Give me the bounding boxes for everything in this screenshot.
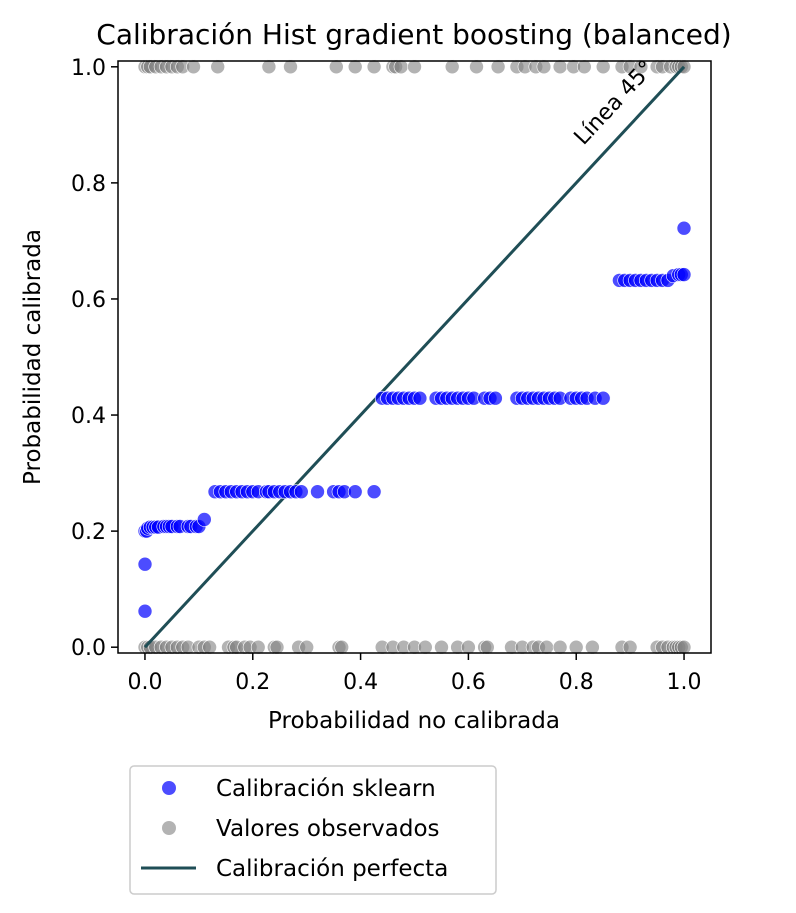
observed-point <box>210 59 225 75</box>
x-tick-label: 0.0 <box>127 670 162 695</box>
observed-point <box>676 639 692 655</box>
observed-point <box>479 639 495 655</box>
plot-frame <box>117 60 712 654</box>
legend-label-observed: Valores observados <box>216 816 440 842</box>
legend: Calibración sklearn Valores observados C… <box>129 765 497 895</box>
observed-point <box>622 639 638 655</box>
legend-label-perfect: Calibración perfecta <box>216 856 448 882</box>
y-tick-label: 0.8 <box>71 172 106 197</box>
observed-point <box>568 639 584 655</box>
observed-point <box>299 639 315 655</box>
x-tick-label: 0.4 <box>343 670 378 695</box>
y-tick-label: 0.2 <box>71 520 106 545</box>
legend-label-sklearn: Calibración sklearn <box>216 776 436 802</box>
x-tick-label: 0.6 <box>451 670 486 695</box>
observed-point <box>347 59 363 75</box>
observed-point <box>328 59 344 75</box>
y-axis: 0.0 0.2 0.4 0.6 0.8 1.0 <box>71 56 118 661</box>
observed-point <box>186 59 201 75</box>
sklearn-point <box>137 556 153 572</box>
y-tick-label: 1.0 <box>71 56 106 81</box>
plot-area: Línea 45° <box>117 56 712 655</box>
observed-point <box>417 639 433 655</box>
observed-point <box>576 59 592 75</box>
observed-point <box>393 59 409 75</box>
x-axis-label: Probabilidad no calibrada <box>268 708 560 734</box>
observed-point <box>552 639 568 655</box>
observed-point <box>366 59 382 75</box>
observed-point <box>444 59 460 75</box>
sklearn-points <box>137 220 692 619</box>
sklearn-point <box>197 512 212 527</box>
sklearn-point <box>676 220 692 236</box>
observed-point <box>334 639 350 655</box>
y-tick-label: 0.0 <box>71 636 106 661</box>
sklearn-point <box>488 390 503 406</box>
sklearn-point <box>347 484 363 500</box>
observed-point <box>585 639 600 655</box>
x-axis: 0.0 0.2 0.4 0.6 0.8 1.0 <box>127 653 702 695</box>
legend-frame <box>129 765 497 895</box>
sklearn-point <box>137 603 153 619</box>
observed-point <box>269 639 285 655</box>
sklearn-point <box>412 390 428 406</box>
observed-point <box>434 639 449 655</box>
perfect-calibration-line <box>143 65 686 649</box>
legend-marker-observed <box>162 821 176 835</box>
observed-point <box>539 639 554 655</box>
observed-point <box>490 59 506 75</box>
sklearn-point <box>366 484 382 500</box>
x-tick-label: 0.2 <box>235 670 270 695</box>
observed-point <box>552 59 568 75</box>
observed-point <box>633 59 649 75</box>
observed-point <box>202 639 217 655</box>
x-tick-label: 0.8 <box>559 670 594 695</box>
observed-point <box>461 639 476 655</box>
chart-title: Calibración Hist gradient boosting (bala… <box>96 18 731 51</box>
sklearn-point <box>310 484 325 500</box>
observed-point <box>261 59 277 75</box>
observed-point <box>469 59 484 75</box>
observed-point <box>250 639 266 655</box>
legend-marker-sklearn <box>162 781 176 795</box>
sklearn-point <box>676 267 692 282</box>
observed-point <box>595 59 611 75</box>
y-tick-label: 0.4 <box>71 404 106 429</box>
observed-point <box>283 59 298 75</box>
x-tick-label: 1.0 <box>667 670 702 695</box>
sklearn-point <box>595 390 611 406</box>
observed-point <box>536 59 552 75</box>
sklearn-point <box>293 484 309 500</box>
y-tick-label: 0.6 <box>71 288 106 313</box>
observed-point <box>407 59 422 75</box>
y-axis-label: Probabilidad calibrada <box>20 229 46 485</box>
